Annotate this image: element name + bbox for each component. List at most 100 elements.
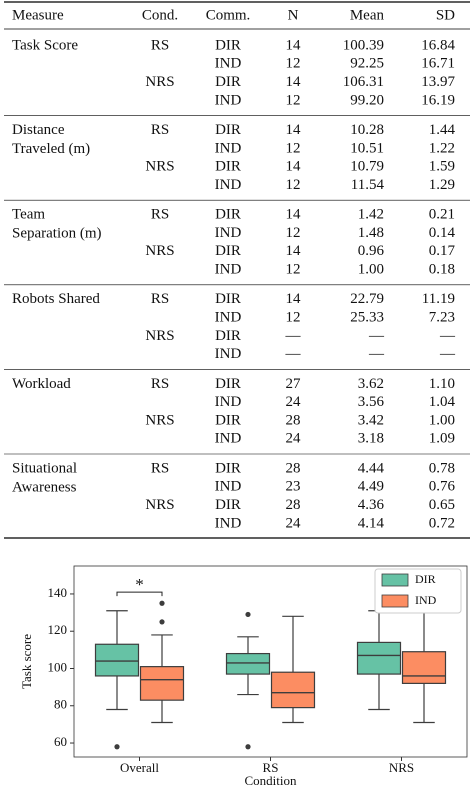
measure: Workload: [12, 376, 71, 392]
cell: DIR: [215, 376, 241, 392]
cell: 25.33: [350, 310, 384, 326]
cell: 1.59: [429, 159, 455, 175]
cell: 16.84: [421, 37, 455, 53]
cell: 1.44: [429, 122, 456, 138]
condition: NRS: [145, 412, 174, 428]
cell: —: [285, 346, 302, 362]
column-header: Comm.: [206, 7, 251, 23]
cell: 3.56: [358, 394, 385, 410]
box: [270, 671, 316, 709]
y-tick-label: 140: [48, 585, 68, 600]
condition: NRS: [145, 497, 174, 513]
cell: 14: [286, 243, 302, 259]
cell: IND: [215, 262, 242, 278]
cell: IND: [215, 92, 242, 108]
measure: Distance: [12, 122, 65, 138]
cell: 1.00: [358, 262, 384, 278]
condition: RS: [151, 207, 169, 223]
cell: 1.48: [358, 225, 384, 241]
cell: 0.18: [429, 262, 455, 278]
cell: 14: [286, 74, 302, 90]
cell: 0.96: [358, 243, 385, 259]
box: [139, 666, 185, 701]
cell: 14: [286, 122, 302, 138]
column-header: SD: [436, 7, 455, 23]
measure: Separation (m): [12, 226, 102, 242]
cell: 1.09: [429, 431, 455, 447]
cell: 14: [286, 291, 302, 307]
cell: DIR: [215, 122, 241, 138]
condition: NRS: [145, 159, 174, 175]
x-axis-label: Condition: [244, 773, 297, 787]
cell: 28: [286, 412, 301, 428]
cell: DIR: [215, 243, 241, 259]
cell: DIR: [215, 412, 241, 428]
box: [225, 652, 271, 675]
measure: Team: [12, 207, 45, 223]
cell: DIR: [215, 207, 241, 223]
column-header: N: [288, 7, 299, 23]
cell: 4.49: [358, 479, 384, 495]
cell: 12: [286, 140, 301, 156]
cell: IND: [215, 56, 242, 72]
cell: 10.28: [350, 122, 384, 138]
cell: 0.21: [429, 207, 455, 223]
cell: 11.19: [422, 291, 455, 307]
cell: 99.20: [350, 92, 384, 108]
cell: —: [439, 328, 456, 344]
cell: IND: [215, 394, 242, 410]
cell: 12: [286, 310, 301, 326]
cell: 1.04: [429, 394, 456, 410]
cell: 1.22: [429, 140, 455, 156]
column-header: Measure: [12, 7, 64, 23]
cell: 24: [286, 394, 302, 410]
cell: 106.31: [343, 74, 384, 90]
cell: 100.39: [343, 37, 384, 53]
cell: DIR: [215, 37, 241, 53]
measure: Situational: [12, 460, 77, 476]
outlier: [159, 600, 165, 606]
annotation: *: [135, 575, 144, 594]
cell: IND: [215, 346, 242, 362]
legend-swatch: [381, 594, 409, 608]
cell: 13.97: [421, 74, 455, 90]
cell: —: [368, 328, 385, 344]
condition: RS: [151, 37, 169, 53]
cell: 22.79: [350, 291, 384, 307]
cell: 0.65: [429, 497, 455, 513]
legend-label: IND: [415, 593, 437, 607]
cell: 24: [286, 515, 302, 531]
cell: 16.19: [421, 92, 455, 108]
cell: 14: [286, 207, 302, 223]
box: [401, 651, 447, 684]
cell: IND: [215, 310, 242, 326]
condition: NRS: [145, 74, 174, 90]
cell: 0.76: [429, 479, 456, 495]
y-tick-label: 80: [54, 697, 67, 712]
cell: 1.00: [429, 412, 455, 428]
cell: DIR: [215, 497, 241, 513]
y-tick-label: 60: [54, 734, 67, 749]
cell: 28: [286, 497, 301, 513]
box: [94, 643, 140, 677]
outlier: [245, 744, 251, 750]
cell: 16.71: [421, 56, 455, 72]
cell: 14: [286, 159, 302, 175]
y-axis-label: Task score: [19, 634, 34, 689]
measure: Awareness: [12, 479, 77, 495]
cell: 12: [286, 225, 301, 241]
cell: 4.36: [358, 497, 385, 513]
cell: 1.42: [358, 207, 384, 223]
x-tick-label: NRS: [389, 760, 414, 775]
condition: NRS: [145, 328, 174, 344]
cell: 3.42: [358, 412, 384, 428]
cell: 23: [286, 479, 301, 495]
cell: 4.14: [358, 515, 385, 531]
cell: IND: [215, 431, 242, 447]
cell: 7.23: [429, 310, 455, 326]
cell: 1.29: [429, 177, 455, 193]
y-tick-label: 120: [48, 622, 68, 637]
cell: 3.18: [358, 431, 384, 447]
cell: 1.10: [429, 376, 455, 392]
